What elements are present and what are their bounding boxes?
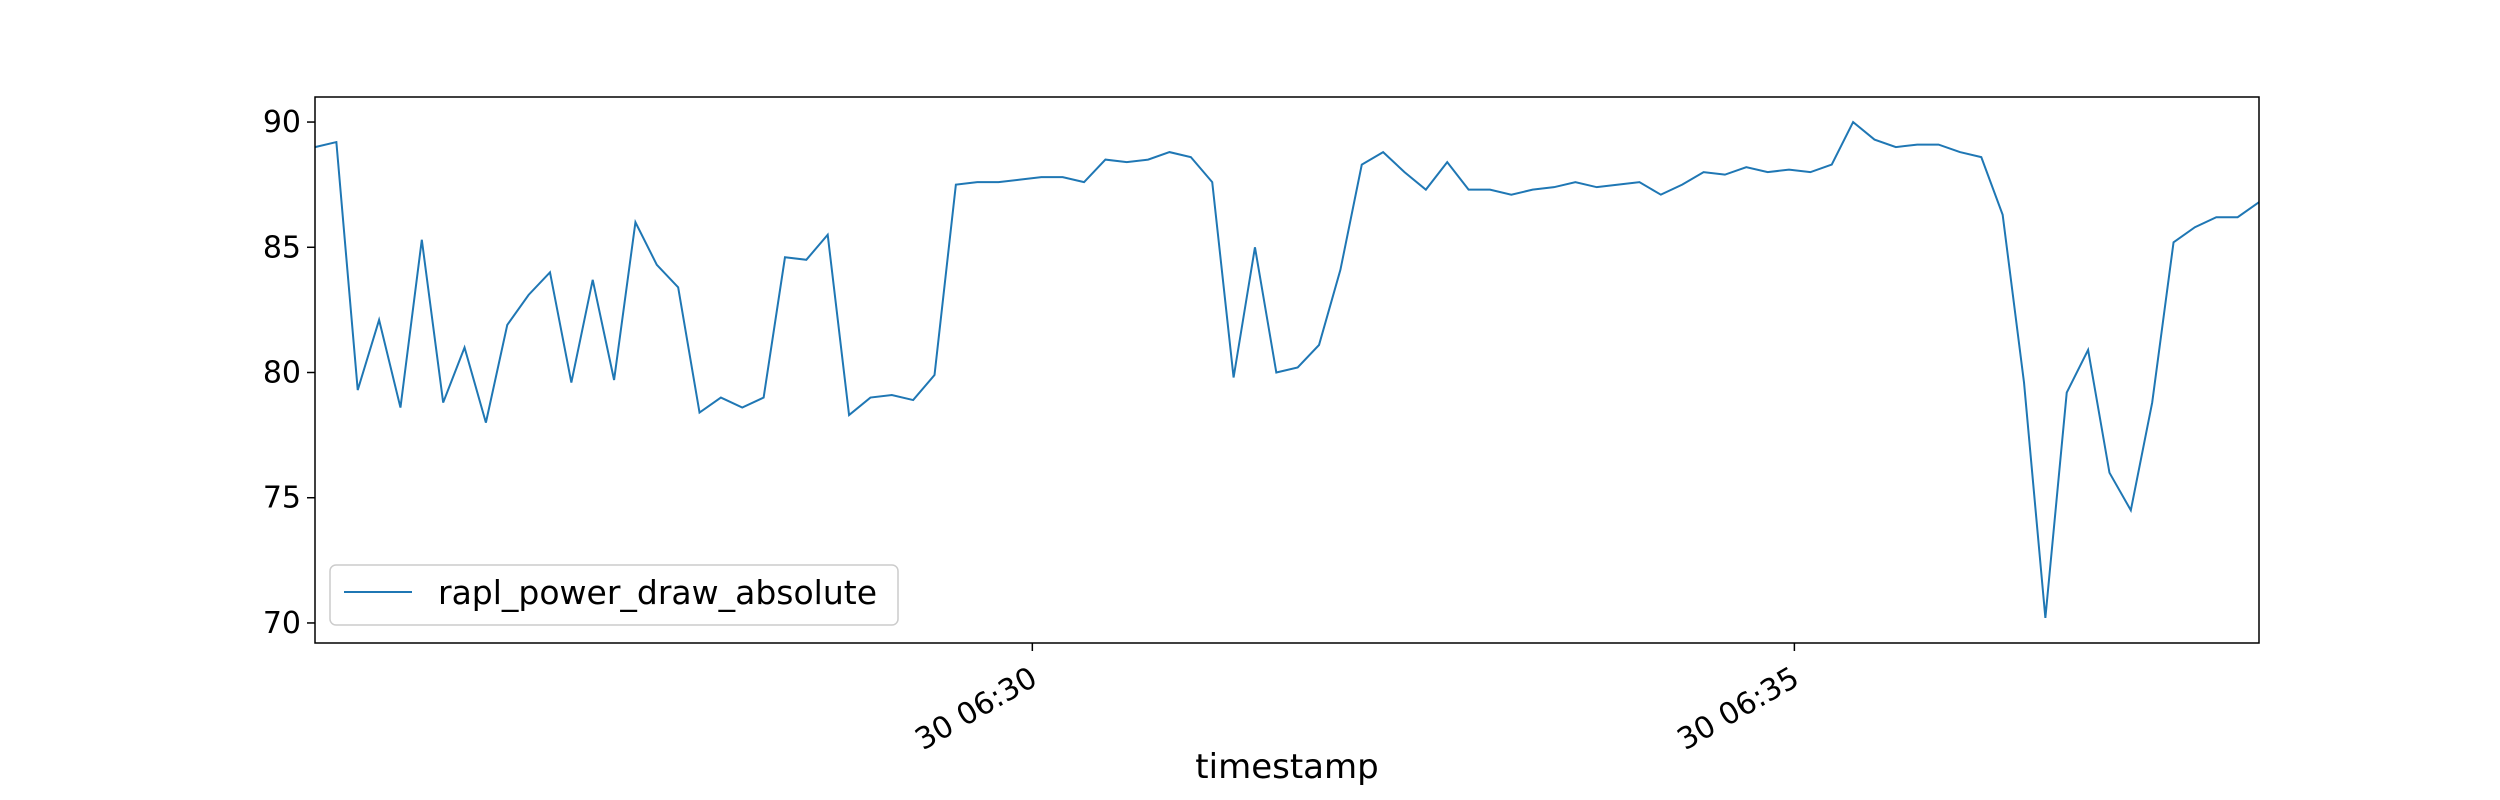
y-tick-label: 80	[263, 356, 301, 391]
y-tick-label: 70	[263, 606, 301, 641]
y-tick-label: 90	[263, 105, 301, 140]
y-axis: 70 75 80 85 90	[263, 105, 315, 641]
x-axis-title: timestamp	[1195, 747, 1378, 787]
plot-frame	[314, 96, 2260, 644]
legend-box	[329, 564, 899, 626]
legend-label: rapl_power_draw_absolute	[438, 573, 877, 612]
legend: rapl_power_draw_absolute	[329, 564, 899, 626]
y-tick-label: 85	[263, 230, 301, 265]
x-tick-label: 30 06:35	[1671, 660, 1805, 757]
y-tick-label: 75	[263, 481, 301, 516]
series-line-rapl-power-draw-absolute	[314, 120, 2260, 619]
x-axis: 30 06:30 30 06:35	[909, 643, 1805, 758]
x-tick-label: 30 06:30	[909, 660, 1043, 757]
